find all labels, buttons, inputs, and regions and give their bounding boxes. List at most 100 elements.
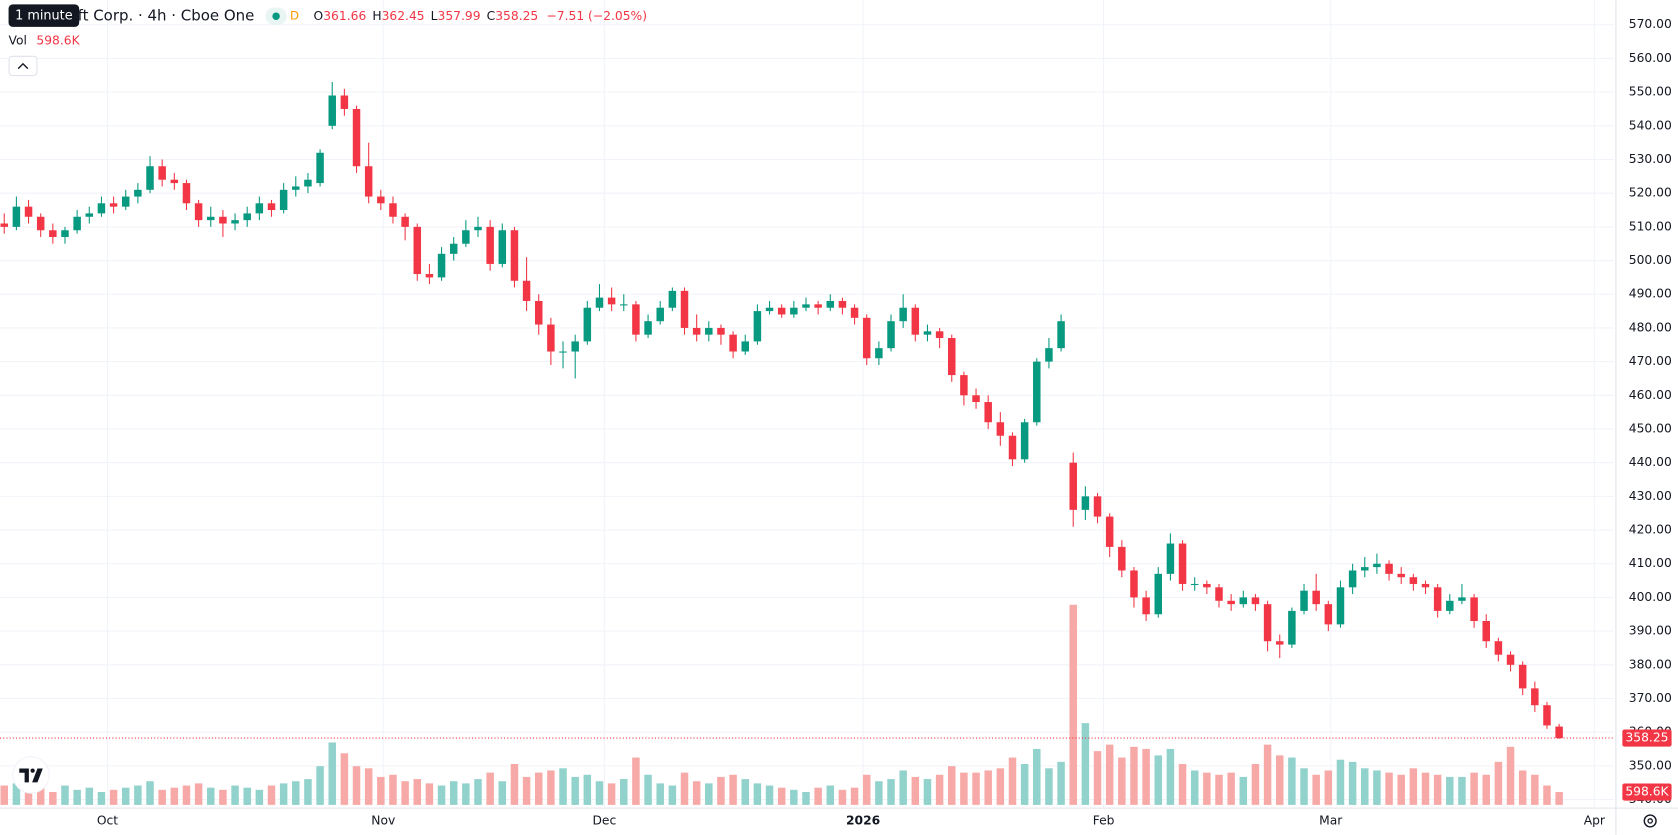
y-tick-label: 450.00 [1629, 421, 1672, 435]
volume-bar [267, 785, 276, 805]
volume-bar [61, 785, 69, 805]
candle-body [1458, 597, 1466, 601]
y-tick-label: 560.00 [1629, 51, 1672, 65]
volume-bar [1275, 755, 1284, 805]
candle-body [1397, 573, 1405, 578]
y-tick-label: 520.00 [1629, 186, 1672, 200]
y-tick-label: 410.00 [1629, 556, 1672, 570]
volume-axis-label: 598.6K [1625, 785, 1669, 799]
volume-bar [571, 776, 579, 805]
volume-bar [1409, 768, 1418, 805]
candle-body [316, 152, 324, 184]
volume-bar [838, 789, 847, 805]
settings-icon[interactable] [1643, 814, 1657, 828]
volume-bar [547, 770, 555, 805]
candle-body [1142, 597, 1150, 615]
y-tick-label: 350.00 [1629, 758, 1672, 772]
candle-body [1020, 422, 1029, 460]
candle-body [352, 108, 361, 167]
volume-bar [194, 783, 203, 805]
candle-body [73, 216, 81, 231]
candle-body [1166, 543, 1175, 574]
volume-bar [996, 768, 1005, 805]
candle-body [948, 338, 956, 376]
volume-bar [207, 787, 215, 805]
candle-body [668, 290, 677, 308]
candle-body [1446, 600, 1454, 611]
volume-bar [862, 774, 871, 805]
volume-bar [1361, 768, 1369, 805]
y-tick-label: 390.00 [1629, 624, 1672, 638]
ohlc-value: 358.25 [495, 9, 538, 23]
candle-body [97, 203, 106, 214]
y-tick-label: 400.00 [1629, 590, 1672, 604]
volume-bar [923, 779, 932, 805]
candle-body [170, 179, 179, 184]
volume-bar [1020, 764, 1029, 805]
volume-bar [1288, 757, 1296, 805]
volume-bar [73, 789, 81, 805]
volume-bar [1215, 774, 1223, 805]
logo [12, 756, 50, 794]
volume-bar [595, 781, 604, 805]
y-tick-label: 480.00 [1629, 320, 1672, 334]
candle-body [510, 230, 519, 281]
volume-bar [790, 789, 798, 805]
candle-body [207, 216, 215, 221]
candle-body [1555, 726, 1563, 739]
candle-body [1045, 348, 1053, 362]
volume-bar [1531, 774, 1539, 805]
x-tick-label: Nov [371, 813, 395, 827]
volume-bar [984, 770, 992, 805]
candle-body [1288, 610, 1296, 645]
candle-body [1008, 435, 1017, 460]
candle-body [887, 321, 895, 349]
volume-bar [364, 768, 373, 805]
y-tick-label: 460.00 [1629, 388, 1672, 402]
volume-bar [1081, 723, 1090, 805]
volume-bar [668, 785, 677, 805]
volume-bar [692, 781, 701, 805]
volume-bar [741, 779, 749, 805]
volume-bar [109, 789, 118, 805]
candle-body [134, 189, 142, 197]
gear[interactable] [1643, 814, 1657, 828]
candle-body [1069, 462, 1077, 510]
candle-body [243, 213, 251, 221]
candle-body [255, 203, 264, 214]
volume-bar [1446, 776, 1454, 805]
candle-body [389, 203, 397, 217]
gear-center [1647, 818, 1653, 824]
y-tick-label: 370.00 [1629, 691, 1672, 705]
volume-bar [1433, 774, 1442, 805]
y-tick-label: 540.00 [1629, 118, 1672, 132]
volume-bar [559, 768, 567, 805]
collapse-button[interactable] [8, 55, 38, 77]
volume-bar [304, 779, 312, 805]
candle-body [1154, 573, 1163, 615]
last-price-label: 358.25 [1625, 731, 1668, 745]
candle-body [109, 203, 118, 207]
candle-body [61, 230, 69, 237]
volume-bar [486, 772, 494, 805]
volume-bar [1154, 755, 1163, 805]
volume-bar [875, 781, 883, 805]
candle-body [219, 216, 227, 224]
volume-bar [292, 781, 300, 805]
candle-body [911, 307, 920, 335]
candle-body [814, 304, 822, 308]
candle-body [1518, 664, 1527, 689]
candle-body [729, 334, 737, 352]
volume-bar [134, 785, 142, 805]
candle-body [486, 226, 494, 264]
volume-bar [534, 772, 543, 805]
candle-body [279, 189, 288, 211]
ohlc-key: O [314, 9, 324, 23]
candle-body [765, 307, 774, 312]
volume-bar [121, 787, 130, 805]
candle-body [1263, 604, 1272, 642]
y-tick-label: 570.00 [1629, 17, 1672, 31]
volume-bar [1008, 757, 1017, 805]
x-tick-label: Apr [1584, 813, 1606, 827]
volume-box [1622, 783, 1672, 801]
